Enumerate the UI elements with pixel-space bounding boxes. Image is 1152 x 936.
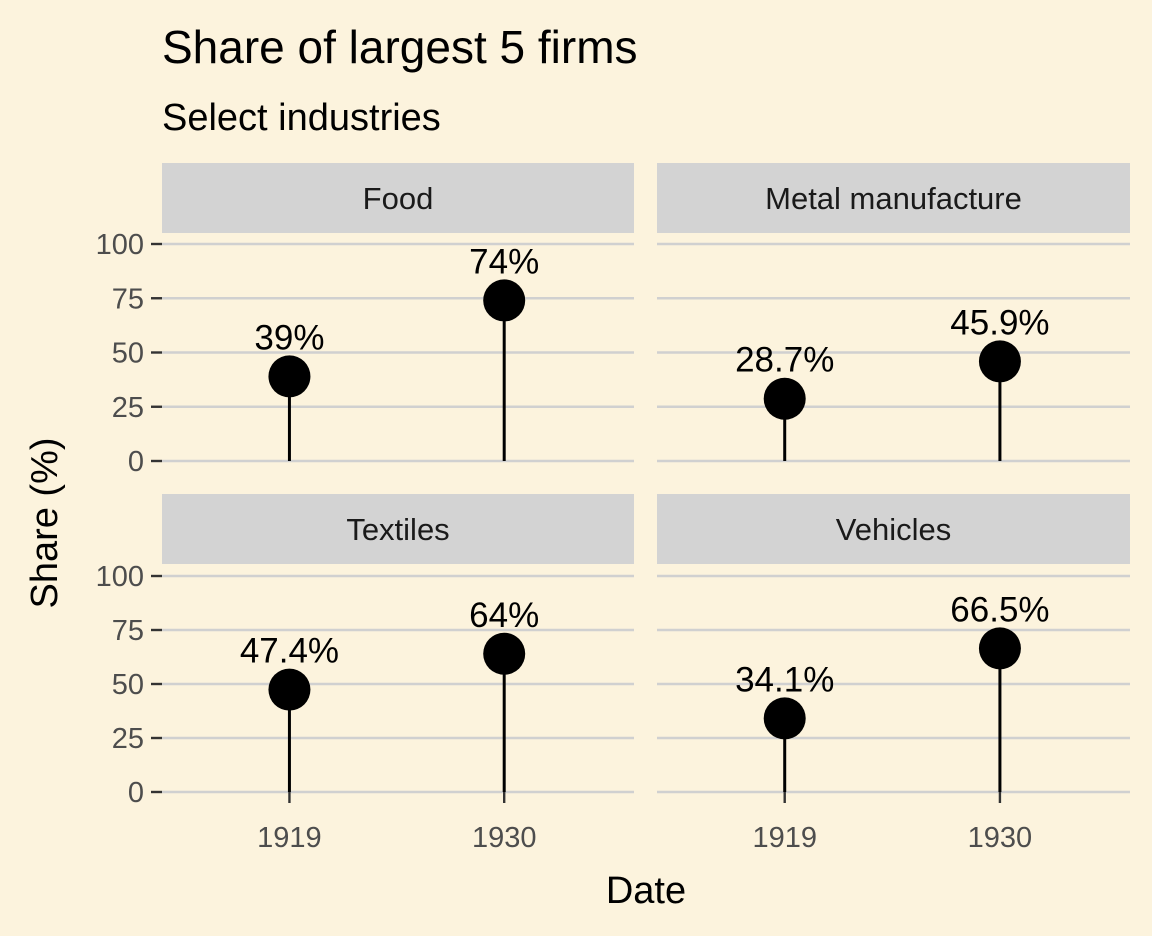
y-tick-label: 0 — [128, 777, 144, 809]
x-axis-title: Date — [606, 870, 686, 912]
facet-panels: Food 0 25 50 75 100 39% 74% Metal manufacture 28.… — [96, 163, 1130, 854]
facet-label: Food — [363, 181, 434, 216]
y-tick-label: 50 — [112, 669, 144, 701]
x-tick-label: 1930 — [472, 822, 537, 854]
y-tick-label: 50 — [112, 338, 144, 370]
chart-title: Share of largest 5 firms — [162, 21, 638, 73]
facet-strip — [162, 163, 634, 233]
y-tick-label: 75 — [112, 283, 144, 315]
y-tick-label: 0 — [128, 446, 144, 478]
data-label: 45.9% — [950, 303, 1049, 342]
facet-label: Vehicles — [836, 512, 951, 547]
x-tick-label: 1930 — [968, 822, 1033, 854]
data-point — [763, 377, 806, 420]
facet-label: Metal manufacture — [765, 181, 1022, 216]
facet-strip — [162, 494, 634, 564]
y-tick-label: 25 — [112, 723, 144, 755]
data-point — [763, 697, 806, 740]
y-tick-label: 75 — [112, 615, 144, 647]
y-tick-label: 25 — [112, 392, 144, 424]
data-label: 34.1% — [735, 660, 834, 699]
data-point — [268, 668, 311, 711]
chart-subtitle: Select industries — [162, 97, 441, 139]
data-point — [483, 632, 526, 675]
y-tick-label: 100 — [96, 561, 144, 593]
y-axis-title: Share (%) — [24, 437, 66, 608]
y-tick-label: 100 — [96, 229, 144, 261]
data-label: 64% — [469, 596, 539, 635]
data-point — [483, 279, 526, 322]
data-label: 28.7% — [735, 341, 834, 380]
data-point — [978, 627, 1021, 670]
data-point — [268, 355, 311, 398]
data-label: 39% — [254, 318, 324, 357]
data-point — [978, 340, 1021, 383]
data-label: 74% — [469, 242, 539, 281]
facet-strip — [657, 163, 1130, 233]
data-label: 66.5% — [950, 590, 1049, 629]
x-tick-label: 1919 — [257, 822, 322, 854]
data-label: 47.4% — [240, 632, 339, 671]
facet-strip — [657, 494, 1130, 564]
x-tick-label: 1919 — [752, 822, 817, 854]
facet-label: Textiles — [346, 512, 449, 547]
